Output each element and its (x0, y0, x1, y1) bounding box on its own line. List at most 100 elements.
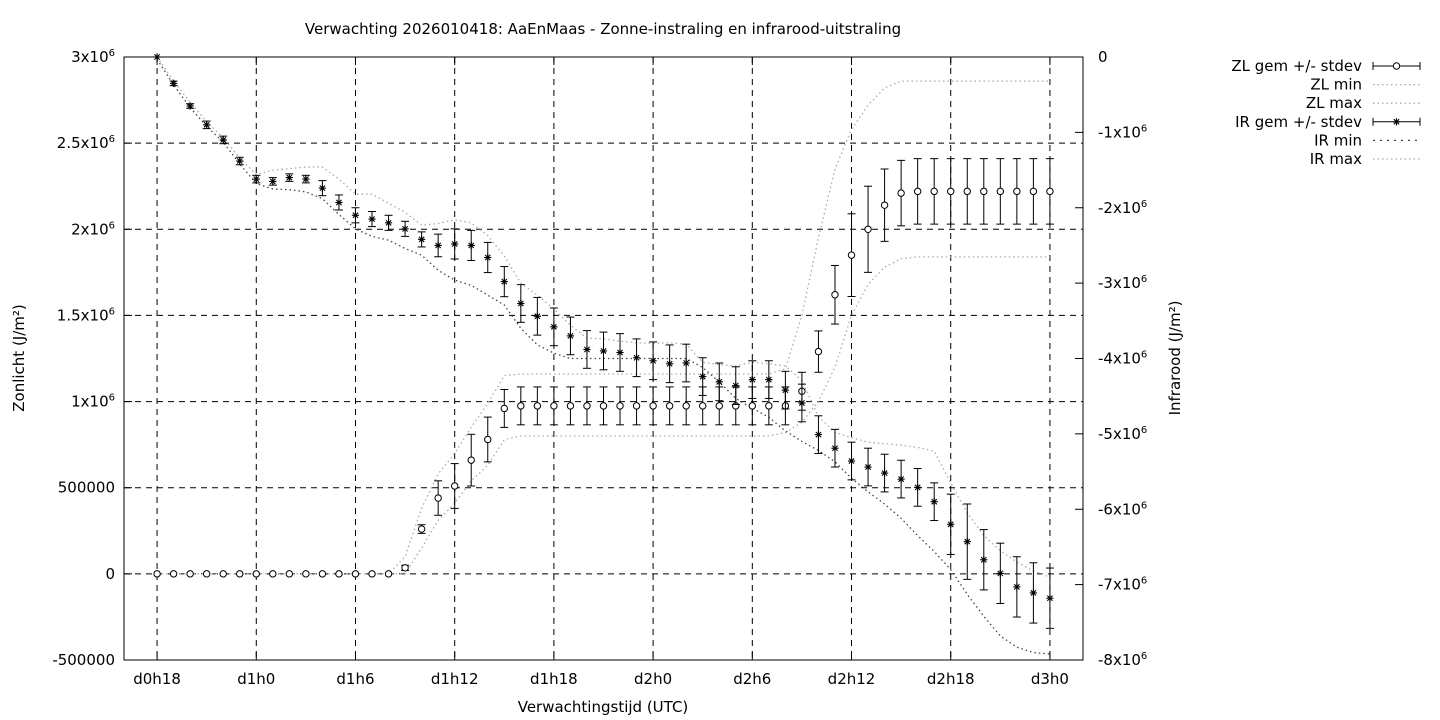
star-stroke (517, 300, 524, 307)
x-tick-label: d1h6 (336, 670, 374, 688)
star-stroke (848, 458, 855, 464)
tick-exponent: 6 (1141, 500, 1147, 511)
ir-mean-point (914, 483, 922, 491)
chart-title: Verwachting 2026010418: AaEnMaas - Zonne… (305, 20, 901, 38)
ir-mean-point (550, 323, 558, 331)
ir-mean-point (236, 157, 244, 165)
star-stroke (1046, 595, 1053, 602)
ir-mean-point (219, 136, 227, 144)
zl-mean-point (153, 570, 161, 578)
star-stroke (220, 136, 227, 143)
y-left-tick-label: 500000 (58, 479, 115, 497)
tick-base: 2x10 (71, 220, 109, 238)
zl-mean-point (963, 187, 971, 196)
star-stroke (302, 176, 309, 183)
zl-mean-point (864, 225, 872, 233)
ir-mean-point (864, 463, 872, 471)
star-stroke (798, 399, 805, 406)
ir-mean-point (748, 376, 756, 384)
ir-mean-point (930, 498, 938, 506)
axis-ticks (124, 56, 1083, 661)
tick-exponent: 6 (109, 220, 115, 231)
ir-mean-point (318, 184, 327, 192)
x-tick-label: d0h18 (133, 670, 181, 688)
ir-mean-point (632, 354, 641, 362)
ir-mean-point (351, 211, 360, 219)
star-stroke (980, 556, 987, 563)
x-tick-label: d2h6 (733, 670, 771, 688)
star-stroke (1013, 583, 1020, 590)
series-points (153, 53, 1054, 629)
y-left-tick-label: 1.5x106 (57, 306, 115, 324)
zl-mean-point (335, 570, 343, 578)
ir-mean-point (1013, 583, 1021, 591)
ir-mean-point (765, 376, 773, 384)
tick-exponent: 6 (109, 306, 115, 317)
ir-mean-point (484, 253, 492, 262)
tick-base: 1.5x10 (57, 306, 109, 324)
x-tick-label: d2h0 (634, 670, 672, 688)
tick-exponent: 6 (1141, 350, 1147, 361)
zl-mean-point (517, 402, 525, 410)
tick-base: -7x10 (1098, 576, 1141, 594)
tick-exponent: 6 (1141, 274, 1147, 285)
ir-mean-point (500, 278, 508, 286)
star-stroke (947, 521, 954, 528)
y-right-tick-label: -2x106 (1098, 199, 1147, 217)
zl-mean-point (219, 570, 227, 578)
y-left-tick-label: 0 (105, 565, 115, 583)
tick-base: 3x10 (71, 48, 109, 66)
star-stroke (319, 185, 326, 192)
zl-mean-point (682, 402, 690, 410)
tick-base: -6x10 (1098, 500, 1141, 518)
ir-mean-point (996, 569, 1004, 577)
tick-exponent: 6 (1141, 651, 1147, 662)
star-stroke (352, 212, 359, 219)
y-right-tick-labels: 0-1x106-2x106-3x106-4x106-5x106-6x106-7x… (1098, 48, 1147, 669)
star-stroke (964, 538, 971, 545)
ir-mean-point (451, 240, 459, 248)
ir-mean-point (1029, 589, 1037, 597)
ir-mean-point (649, 357, 657, 365)
ir-mean-point (467, 241, 475, 250)
y-left-tick-label: 3x106 (71, 48, 115, 66)
tick-base: 1x10 (71, 393, 109, 411)
zl-mean-point (715, 402, 723, 410)
ir-mean-point (599, 347, 608, 355)
star-stroke (534, 313, 541, 320)
zl-mean-point (351, 570, 360, 578)
zl-mean-point (186, 570, 194, 578)
ir-mean-point (384, 219, 393, 227)
ir-mean-point (269, 177, 277, 185)
star-stroke (600, 347, 607, 354)
tick-base: -2x10 (1098, 199, 1141, 217)
x-tick-label: d1h0 (237, 670, 275, 688)
y-right-tick-label: 0 (1098, 48, 1108, 66)
ir-mean-point (814, 431, 823, 439)
star-stroke (898, 476, 905, 483)
tick-base: -4x10 (1098, 350, 1141, 368)
star-stroke (286, 174, 293, 181)
star-stroke (335, 199, 342, 206)
star-stroke (865, 464, 872, 471)
ir-mean-point (699, 372, 707, 381)
legend-label: IR max (1310, 150, 1362, 168)
zl-mean-point (947, 187, 955, 196)
ir-mean-point (616, 348, 624, 357)
ir-mean-point (434, 241, 442, 250)
ir-mean-point (368, 215, 376, 223)
ir-mean-point (170, 79, 178, 87)
zl-mean-point (302, 570, 310, 578)
ir-mean-point (963, 538, 971, 546)
zl-mean-point (1013, 187, 1021, 196)
zl-mean-point (699, 402, 707, 410)
zl-mean-point (814, 347, 823, 356)
legend-label: IR gem +/- stdev (1235, 113, 1362, 131)
star-stroke (997, 570, 1004, 577)
zl-mean-point (169, 570, 178, 578)
ir-mean-point (252, 175, 260, 183)
star-stroke (253, 176, 260, 183)
tick-exponent: 6 (1141, 199, 1147, 210)
zl-mean-point (583, 402, 591, 410)
zl-mean-point (897, 189, 905, 197)
